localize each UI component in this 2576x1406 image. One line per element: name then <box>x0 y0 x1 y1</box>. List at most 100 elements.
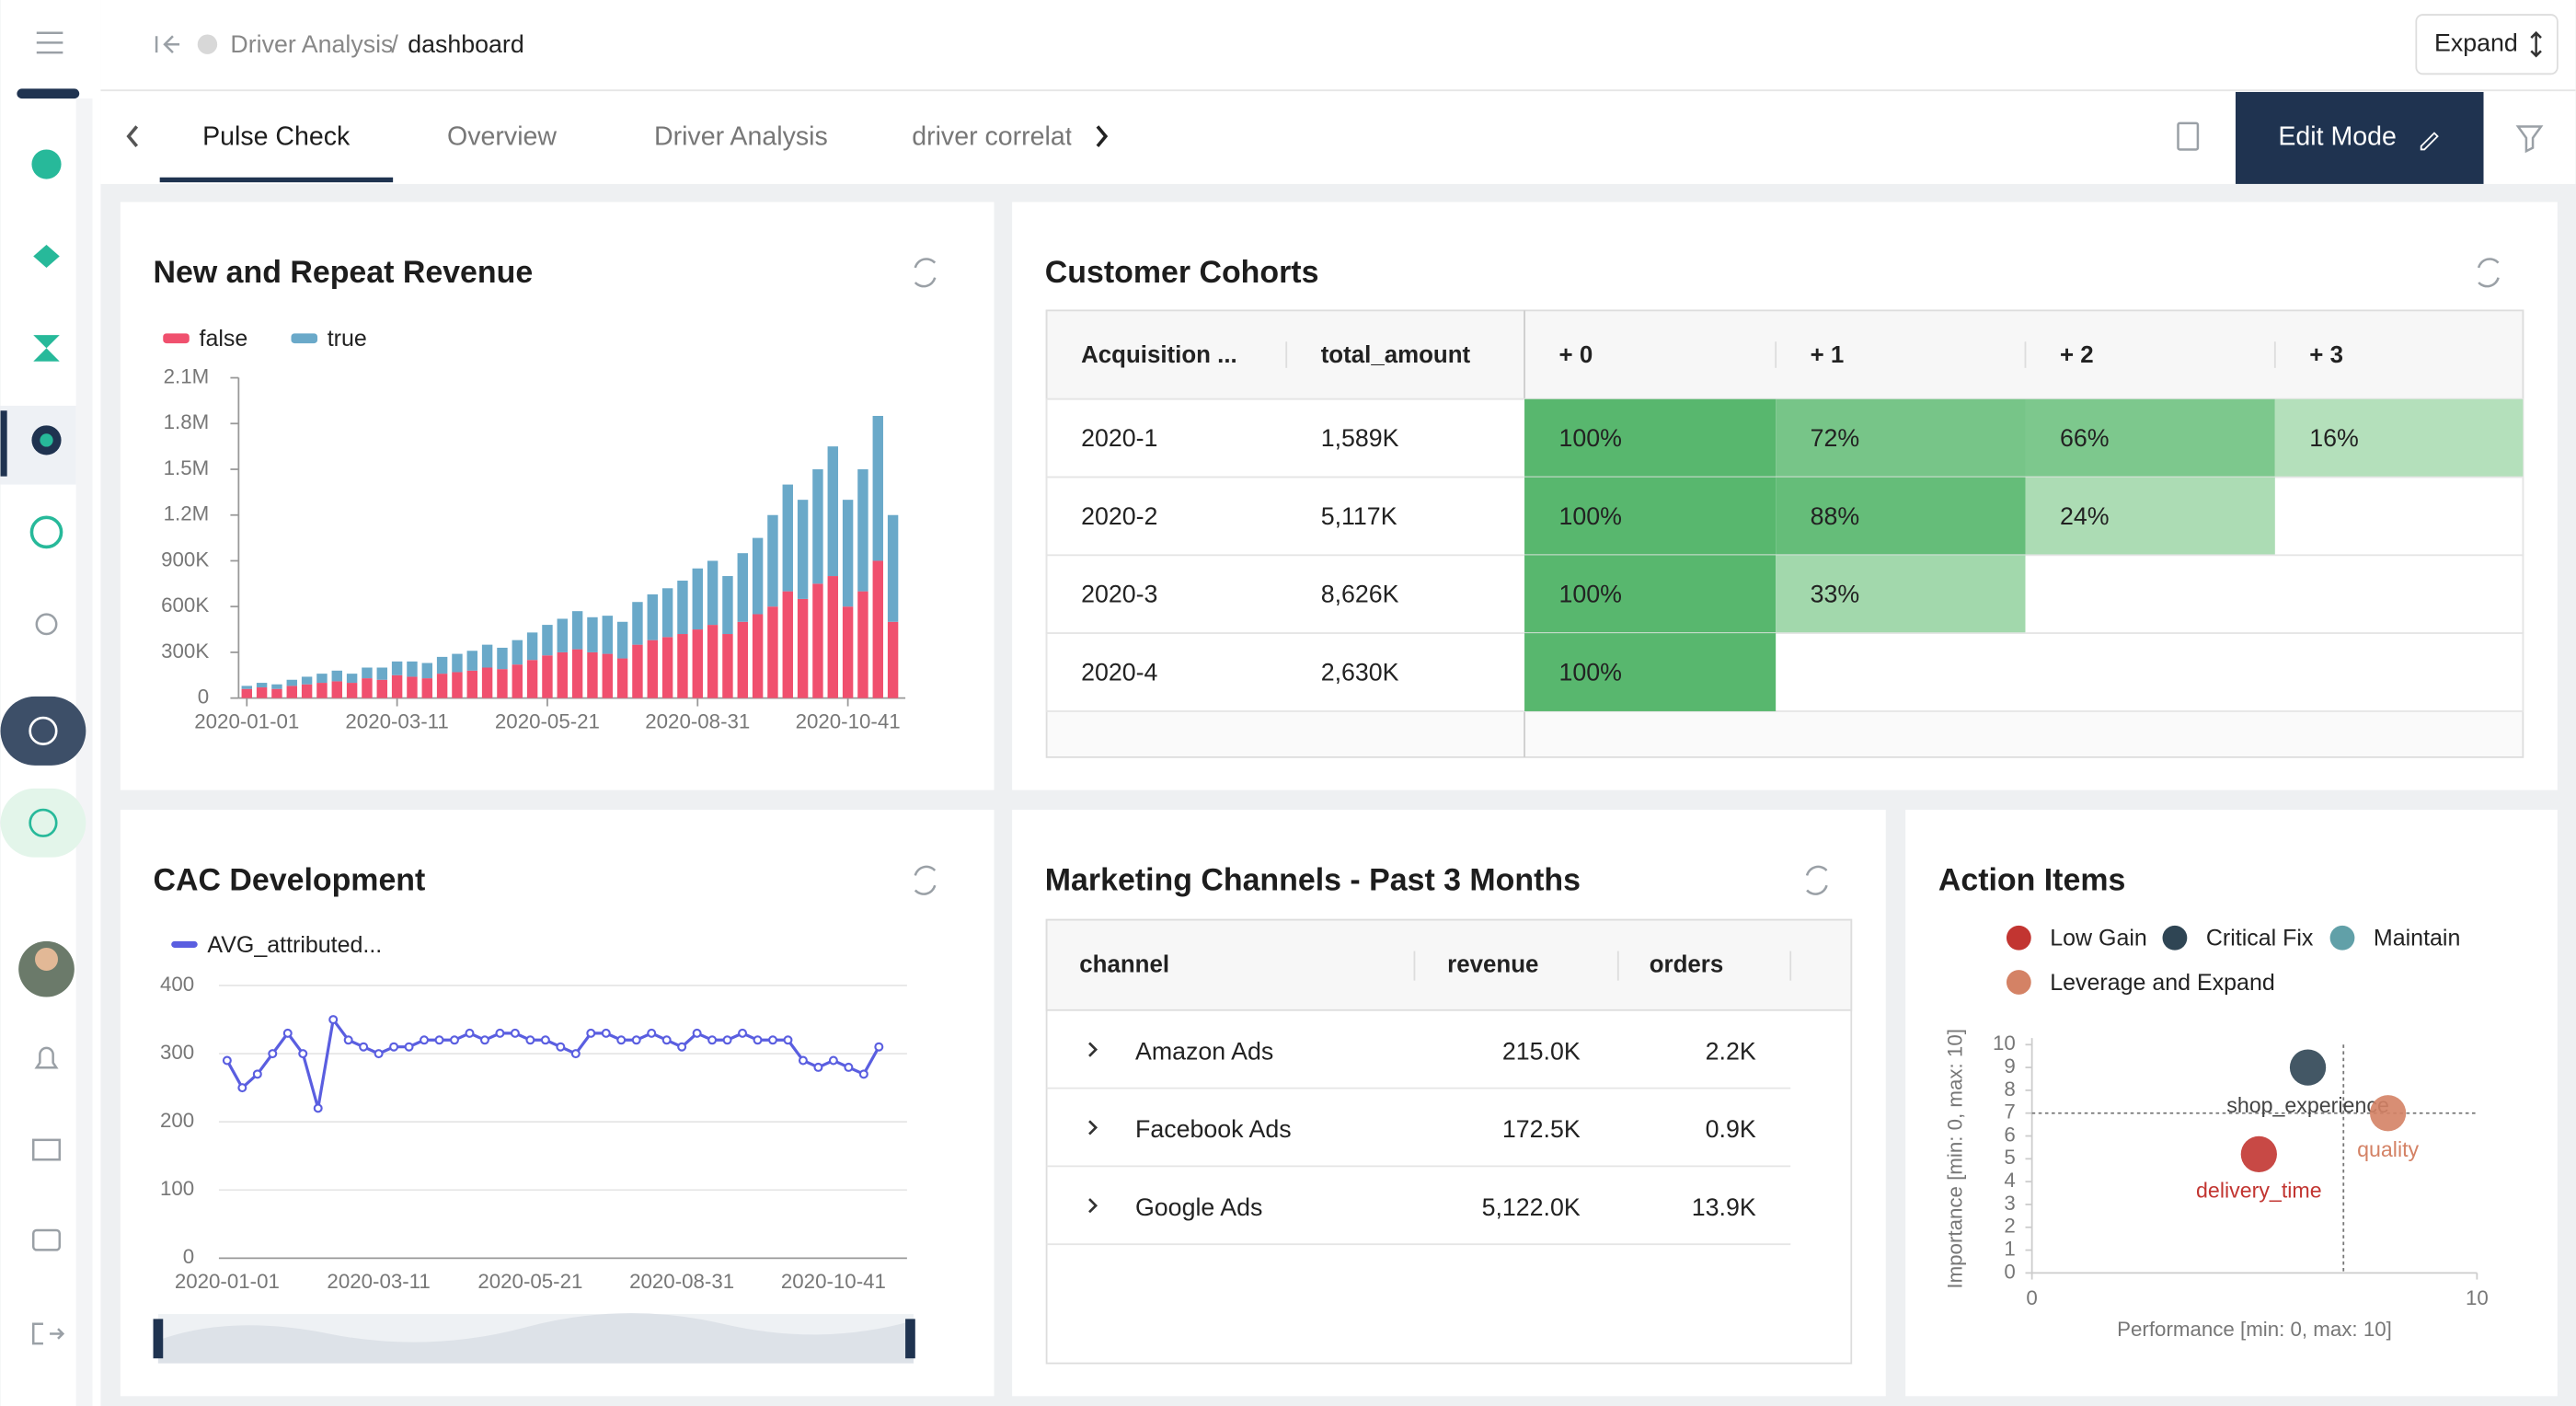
bar-segment <box>436 674 448 698</box>
tab[interactable]: driver correlat <box>912 121 1073 151</box>
bar-segment <box>376 667 387 680</box>
edit-mode-label[interactable]: Edit Mode <box>2278 121 2397 151</box>
edit-mode-button[interactable] <box>2235 91 2484 184</box>
legend-label[interactable]: Critical Fix <box>2206 926 2314 951</box>
bar-segment <box>316 683 328 698</box>
line-point <box>722 1035 732 1045</box>
filter-icon[interactable] <box>2515 125 2544 154</box>
legend-label[interactable]: Leverage and Expand <box>2050 970 2275 996</box>
table-title: Marketing Channels - Past 3 Months <box>1045 863 1581 898</box>
back-icon[interactable] <box>155 35 180 54</box>
y-tick-label: 8 <box>2004 1078 2015 1101</box>
bar-segment <box>587 617 598 652</box>
tab-next[interactable] <box>1096 125 1109 148</box>
bar-segment <box>497 669 508 698</box>
nav-icon <box>29 716 58 745</box>
zoom-handle[interactable] <box>905 1319 915 1359</box>
bar-segment <box>722 576 733 635</box>
refresh-icon[interactable] <box>2477 258 2500 288</box>
sidebar-item <box>17 88 80 99</box>
column-header[interactable]: + 0 <box>1559 342 1593 368</box>
column-header[interactable]: total_amount <box>1321 342 1471 368</box>
bar-segment <box>767 606 778 698</box>
table-cell: 100% <box>1559 502 1622 530</box>
card <box>120 810 995 1397</box>
column-header[interactable]: channel <box>1079 951 1169 977</box>
table-cell: 2020-1 <box>1081 424 1157 452</box>
y-axis-title: Importance [min: 0, max: 10] <box>1943 1029 1966 1289</box>
bar-segment <box>692 568 703 630</box>
breadcrumb[interactable]: Driver Analysis <box>230 30 393 58</box>
expand-row[interactable] <box>1088 1042 1098 1057</box>
bar-segment <box>842 606 854 698</box>
y-tick-label: 0 <box>2004 1260 2015 1283</box>
y-tick-label: 10 <box>1993 1031 2016 1054</box>
settings-icon[interactable] <box>35 613 58 636</box>
legend-label[interactable]: Maintain <box>2374 926 2460 951</box>
tab-prev[interactable] <box>126 125 139 148</box>
help-button[interactable] <box>0 788 86 858</box>
zoom-handle[interactable] <box>153 1319 164 1359</box>
legend-swatch <box>291 333 318 344</box>
line-point <box>525 1035 535 1045</box>
x-tick-label: 2020-03-11 <box>327 1270 430 1293</box>
bar-segment <box>526 632 538 661</box>
column-header[interactable]: + 3 <box>2309 342 2343 368</box>
line-point <box>268 1049 278 1059</box>
y-tick-label: 5 <box>2004 1146 2015 1169</box>
expand-label[interactable]: Expand <box>2434 29 2518 56</box>
table-cell: 2.2K <box>1706 1037 1756 1065</box>
bar-segment <box>331 670 342 682</box>
scatter-point[interactable] <box>2240 1135 2277 1173</box>
x-tick-label: 2020-08-31 <box>629 1270 734 1293</box>
bar-segment <box>647 594 658 640</box>
logout-icon[interactable] <box>31 1322 65 1345</box>
power-icon[interactable] <box>29 515 63 549</box>
doc-icon[interactable] <box>2177 121 2200 151</box>
expand-button[interactable] <box>2415 14 2559 75</box>
bar-segment <box>512 640 523 665</box>
news-icon[interactable] <box>31 1138 62 1161</box>
refresh-icon[interactable] <box>914 865 937 895</box>
table-cell: 2020-2 <box>1081 502 1157 530</box>
breadcrumb-separator: / <box>391 30 398 58</box>
column-header[interactable]: + 2 <box>2060 342 2094 368</box>
heat-cell <box>1776 398 2026 478</box>
legend-swatch <box>2006 925 2031 951</box>
expand-row[interactable] <box>1088 1120 1098 1135</box>
legend-label[interactable]: true <box>328 326 367 352</box>
line-point <box>282 1028 293 1038</box>
tab[interactable]: Driver Analysis <box>654 121 828 151</box>
line-point <box>783 1035 793 1045</box>
line-point <box>738 1028 748 1038</box>
bell-icon[interactable] <box>34 1046 59 1069</box>
table-cell: 100% <box>1559 581 1622 608</box>
bar-segment <box>797 598 809 698</box>
bar-segment <box>542 655 553 698</box>
tab[interactable]: Pulse Check <box>202 121 351 151</box>
column-header[interactable]: + 1 <box>1811 342 1845 368</box>
chat-icon[interactable] <box>31 1228 62 1251</box>
table-cell: 72% <box>1811 424 1860 452</box>
refresh-icon[interactable] <box>914 258 937 288</box>
legend-label[interactable]: AVG_attributed... <box>207 932 382 958</box>
expand-row[interactable] <box>1088 1198 1098 1214</box>
help-icon <box>29 808 58 837</box>
refresh-icon[interactable] <box>1805 865 1828 895</box>
scatter-point[interactable] <box>2369 1095 2407 1132</box>
tab[interactable]: Overview <box>447 121 557 151</box>
line-point <box>222 1055 232 1066</box>
data-icon[interactable] <box>31 149 62 179</box>
column-header[interactable]: Acquisition ... <box>1081 342 1237 368</box>
menu-icon[interactable] <box>36 31 63 54</box>
bar-segment <box>571 611 583 650</box>
legend-label[interactable]: Low Gain <box>2050 926 2147 951</box>
scatter-point[interactable] <box>2289 1049 2327 1086</box>
column-header[interactable]: revenue <box>1447 951 1538 977</box>
nav-button[interactable] <box>0 696 86 766</box>
column-header[interactable]: orders <box>1650 951 1724 977</box>
legend-label[interactable]: false <box>200 326 248 352</box>
line-point <box>844 1062 854 1072</box>
bar-segment <box>677 581 688 635</box>
bar-segment <box>407 676 418 698</box>
